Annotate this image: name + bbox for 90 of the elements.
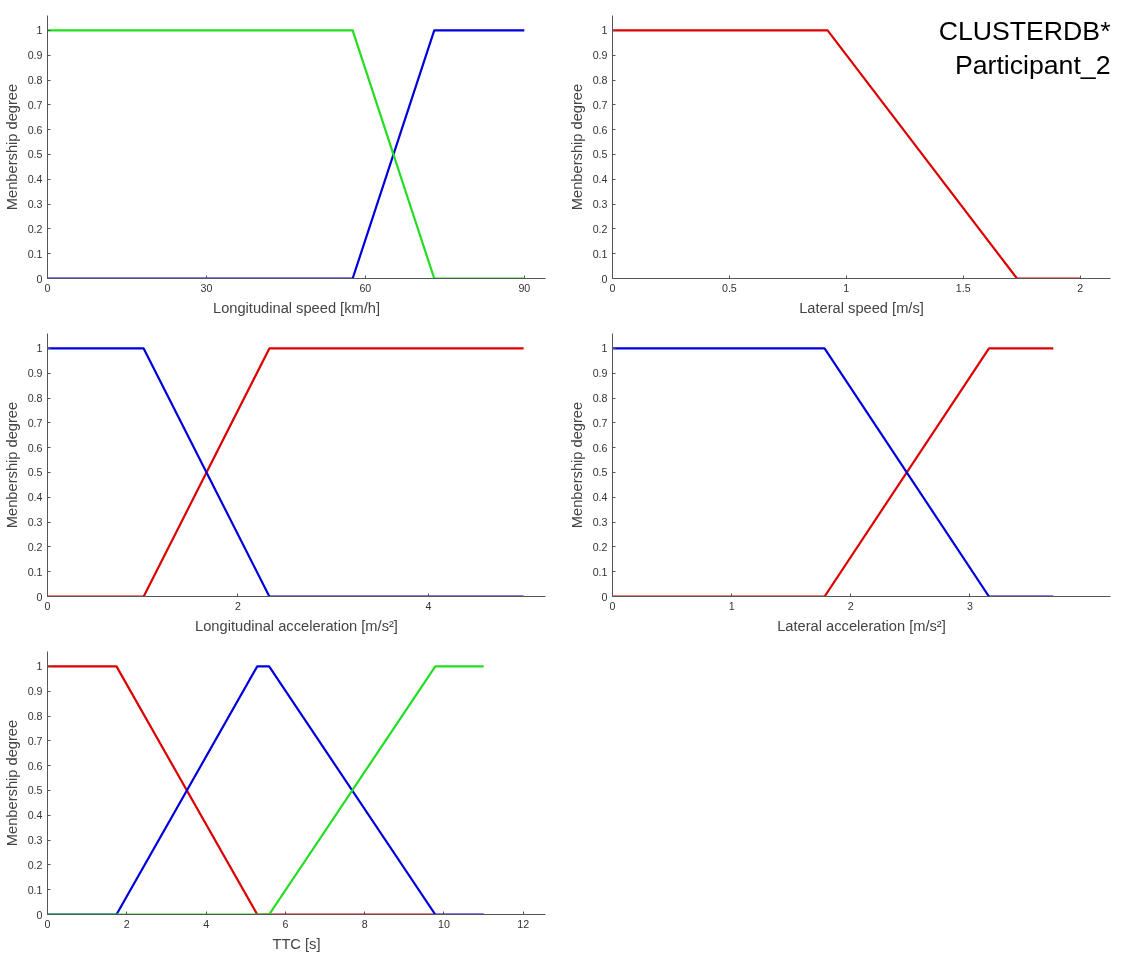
y-tick-label: 0.6	[27, 441, 43, 454]
x-tick-label: 1	[843, 281, 850, 294]
y-tick-label: 0	[36, 908, 43, 921]
y-tick-label: 0.9	[592, 367, 608, 380]
y-tick-label: 0.2	[27, 222, 43, 235]
y-axis-title: Menbership degree	[568, 401, 585, 529]
y-tick-label: 0.7	[592, 416, 608, 429]
y-tick-label: 0.6	[592, 123, 608, 136]
y-axis-title: Menbership degree	[3, 83, 20, 211]
x-tick-label: 4	[203, 917, 210, 930]
x-tick-label: 8	[361, 917, 368, 930]
y-tick-label: 0.1	[27, 565, 43, 578]
y-tick-label: 0.1	[27, 247, 43, 260]
y-tick-label: 1	[36, 24, 43, 37]
y-tick-label: 0.4	[592, 173, 608, 186]
y-tick-label: 0.5	[27, 148, 43, 161]
y-axis-title: Menbership degree	[3, 719, 20, 847]
x-tick-label: 3	[966, 599, 973, 612]
x-axis-title: Longitudinal acceleration [m/s²]	[195, 617, 398, 634]
y-tick-label: 0.3	[27, 198, 43, 211]
y-tick-label: 0	[36, 272, 43, 285]
y-tick-label: 0.2	[592, 540, 608, 553]
y-tick-label: 0.6	[27, 123, 43, 136]
y-tick-label: 0.4	[27, 173, 43, 186]
y-tick-label: 0.9	[27, 49, 43, 62]
y-tick-label: 0.5	[592, 148, 608, 161]
y-tick-label: 0.6	[27, 759, 43, 772]
y-tick-label: 0.9	[27, 367, 43, 380]
y-tick-label: 0.2	[27, 540, 43, 553]
x-tick-label: 2	[234, 599, 241, 612]
x-tick-label: 1	[728, 599, 735, 612]
x-tick-label: 2	[123, 917, 130, 930]
x-tick-label: 0	[44, 917, 51, 930]
y-tick-label: 0.3	[27, 834, 43, 847]
y-tick-label: 0.3	[592, 198, 608, 211]
y-tick-label: 0.6	[592, 441, 608, 454]
x-tick-label: 0	[609, 599, 616, 612]
y-tick-label: 0.2	[592, 222, 608, 235]
y-tick-label: 0.5	[27, 784, 43, 797]
x-tick-label: 12	[517, 917, 530, 930]
y-tick-label: 0.8	[592, 74, 608, 87]
y-tick-label: 0.8	[27, 710, 43, 723]
y-tick-label: 0.1	[592, 247, 608, 260]
y-tick-label: 0.7	[27, 416, 43, 429]
x-axis-title: Longitudinal speed [km/h]	[212, 299, 381, 316]
y-tick-label: 0.7	[27, 98, 43, 111]
x-tick-label: 30	[200, 281, 213, 294]
x-axis-title: TTC [s]	[272, 935, 321, 952]
y-tick-label: 1	[36, 342, 43, 355]
y-tick-label: 0.4	[27, 809, 43, 822]
y-tick-label: 0.8	[27, 74, 43, 87]
y-tick-label: 0.8	[592, 392, 608, 405]
y-tick-label: 0.4	[592, 491, 608, 504]
y-axis-title: Menbership degree	[3, 401, 20, 529]
x-tick-label: 10	[438, 917, 450, 930]
y-tick-label: 0.3	[592, 516, 608, 529]
y-tick-label: 0.8	[27, 392, 43, 405]
y-tick-label: 0.7	[27, 734, 43, 747]
y-tick-label: 0.4	[27, 491, 43, 504]
x-axis-title: Lateral acceleration [m/s²]	[777, 617, 946, 634]
y-tick-label: 0	[601, 590, 608, 603]
x-axis-title: Lateral speed [m/s]	[799, 299, 924, 316]
y-tick-label: 1	[601, 24, 608, 37]
y-axis-title: Menbership degree	[568, 83, 585, 211]
x-tick-label: 4	[425, 599, 432, 612]
x-tick-label: 0	[609, 281, 616, 294]
y-tick-label: 0.5	[27, 466, 43, 479]
x-tick-label: 0	[44, 281, 51, 294]
y-tick-label: 1	[601, 342, 608, 355]
y-tick-label: 1	[36, 660, 43, 673]
y-tick-label: 0	[601, 272, 608, 285]
y-tick-label: 0.7	[592, 98, 608, 111]
y-tick-label: 0.5	[592, 466, 608, 479]
y-tick-label: 0.9	[27, 685, 43, 698]
x-tick-label: 90	[518, 281, 531, 294]
x-tick-label: 2	[847, 599, 854, 612]
x-tick-label: 6	[282, 917, 289, 930]
x-tick-label: 0	[44, 599, 51, 612]
annotation: CLUSTERDB*	[938, 15, 1111, 46]
x-tick-label: 0.5	[721, 281, 737, 294]
annotation: Participant_2	[954, 49, 1111, 80]
y-tick-label: 0.1	[27, 883, 43, 896]
y-tick-label: 0.3	[27, 516, 43, 529]
y-tick-label: 0.2	[27, 858, 43, 871]
x-tick-label: 1.5	[955, 281, 971, 294]
y-tick-label: 0.1	[592, 565, 608, 578]
y-tick-label: 0	[36, 590, 43, 603]
x-tick-label: 2	[1077, 281, 1084, 294]
y-tick-label: 0.9	[592, 49, 608, 62]
x-tick-label: 60	[359, 281, 372, 294]
